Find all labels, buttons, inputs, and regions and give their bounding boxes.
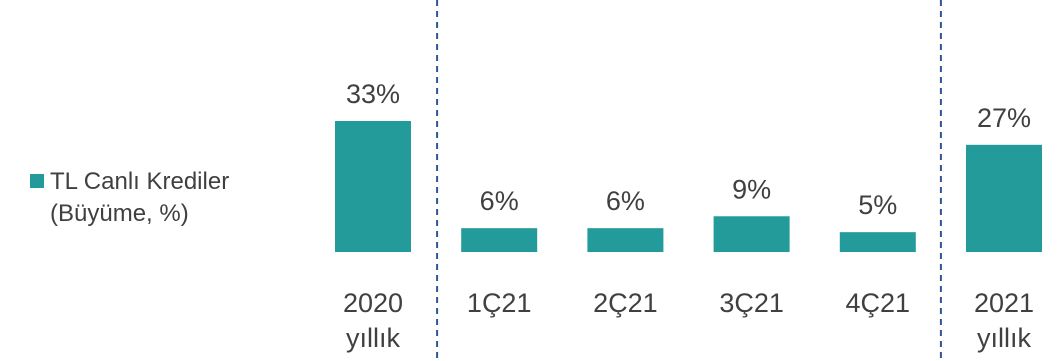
legend-label-line2: (Büyüme, %) [50, 200, 189, 227]
x-tick-label: 2020 [343, 288, 403, 318]
bar [587, 228, 664, 252]
bar [966, 144, 1042, 252]
bar [839, 232, 916, 252]
x-tick-label: 2021 [974, 288, 1034, 318]
data-label: 9% [732, 174, 771, 204]
data-label: 6% [606, 186, 645, 216]
x-tick-label: 4Ç21 [846, 288, 911, 318]
bar [335, 121, 411, 252]
x-tick-label: yıllık [977, 323, 1032, 353]
x-tick-label: 3Ç21 [719, 288, 784, 318]
data-label: 27% [977, 103, 1031, 133]
legend: TL Canlı Krediler (Büyüme, %) [30, 166, 229, 230]
data-label: 6% [480, 186, 519, 216]
legend-swatch [30, 173, 44, 188]
x-tick-label: 2Ç21 [593, 288, 658, 318]
bar [713, 216, 790, 252]
data-label: 5% [858, 190, 897, 220]
bar [461, 228, 538, 252]
legend-label-line1: TL Canlı Krediler [50, 168, 230, 195]
data-label: 33% [346, 79, 400, 109]
x-tick-label: yıllık [346, 323, 401, 353]
x-tick-label: 1Ç21 [467, 288, 532, 318]
